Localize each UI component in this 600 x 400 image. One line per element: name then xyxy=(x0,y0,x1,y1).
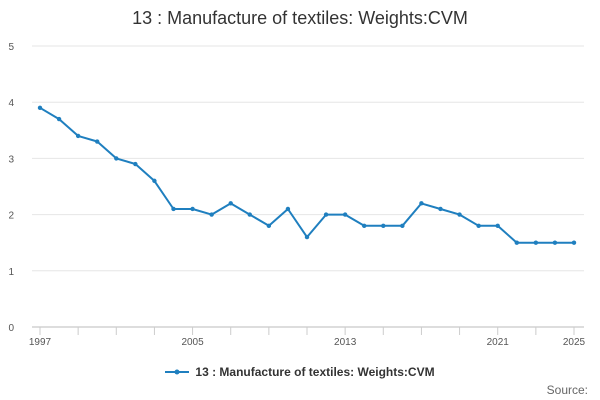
data-point[interactable] xyxy=(552,240,558,245)
series-line xyxy=(39,106,574,244)
data-point[interactable] xyxy=(75,133,81,139)
legend-line-marker xyxy=(165,369,190,375)
data-point[interactable] xyxy=(571,240,577,245)
data-point[interactable] xyxy=(495,223,500,229)
data-point[interactable] xyxy=(438,206,443,212)
source-label: Source: xyxy=(546,383,588,397)
y-tick-label: 5 xyxy=(8,42,14,53)
data-point[interactable] xyxy=(247,212,252,217)
data-point[interactable] xyxy=(266,223,272,229)
x-tick-label: 2005 xyxy=(181,337,204,348)
chart-title: 13 : Manufacture of textiles: Weights:CV… xyxy=(132,8,468,28)
x-tick-label: 1997 xyxy=(29,337,52,348)
data-point[interactable] xyxy=(228,201,233,206)
data-point[interactable] xyxy=(171,206,176,212)
legend-label: 13 : Manufacture of textiles: Weights:CV… xyxy=(195,365,435,379)
x-tick-label: 2013 xyxy=(334,337,357,348)
data-point[interactable] xyxy=(56,116,62,122)
data-point[interactable] xyxy=(533,240,539,245)
data-point[interactable] xyxy=(190,206,195,212)
y-tick-label: 2 xyxy=(8,211,14,222)
y-tick-label: 3 xyxy=(8,154,14,165)
data-point[interactable] xyxy=(342,212,348,217)
data-point[interactable] xyxy=(209,212,214,217)
data-point[interactable] xyxy=(362,223,367,229)
data-point[interactable] xyxy=(133,161,138,167)
data-point[interactable] xyxy=(457,212,462,217)
data-point[interactable] xyxy=(37,105,43,111)
series-layer xyxy=(37,105,577,245)
data-point[interactable] xyxy=(285,206,291,212)
x-axis: 1997 2005 2013 2021 2025 xyxy=(29,327,586,348)
data-point[interactable] xyxy=(152,178,157,184)
grid-layer: 0 1 2 3 4 5 xyxy=(8,42,584,334)
data-point[interactable] xyxy=(114,156,119,161)
data-point[interactable] xyxy=(400,223,405,229)
data-point[interactable] xyxy=(419,201,424,206)
x-tick-label: 2021 xyxy=(487,337,510,348)
y-tick-label: 1 xyxy=(8,267,14,278)
y-tick-label: 4 xyxy=(8,98,14,109)
data-point[interactable] xyxy=(514,240,519,245)
data-point[interactable] xyxy=(381,223,386,229)
data-point[interactable] xyxy=(95,139,100,144)
data-point[interactable] xyxy=(304,234,310,240)
data-point[interactable] xyxy=(476,223,481,229)
y-tick-label: 0 xyxy=(8,323,14,334)
data-point[interactable] xyxy=(323,212,329,217)
x-tick-label: 2025 xyxy=(563,337,586,348)
legend[interactable]: 13 : Manufacture of textiles: Weights:CV… xyxy=(0,365,600,379)
